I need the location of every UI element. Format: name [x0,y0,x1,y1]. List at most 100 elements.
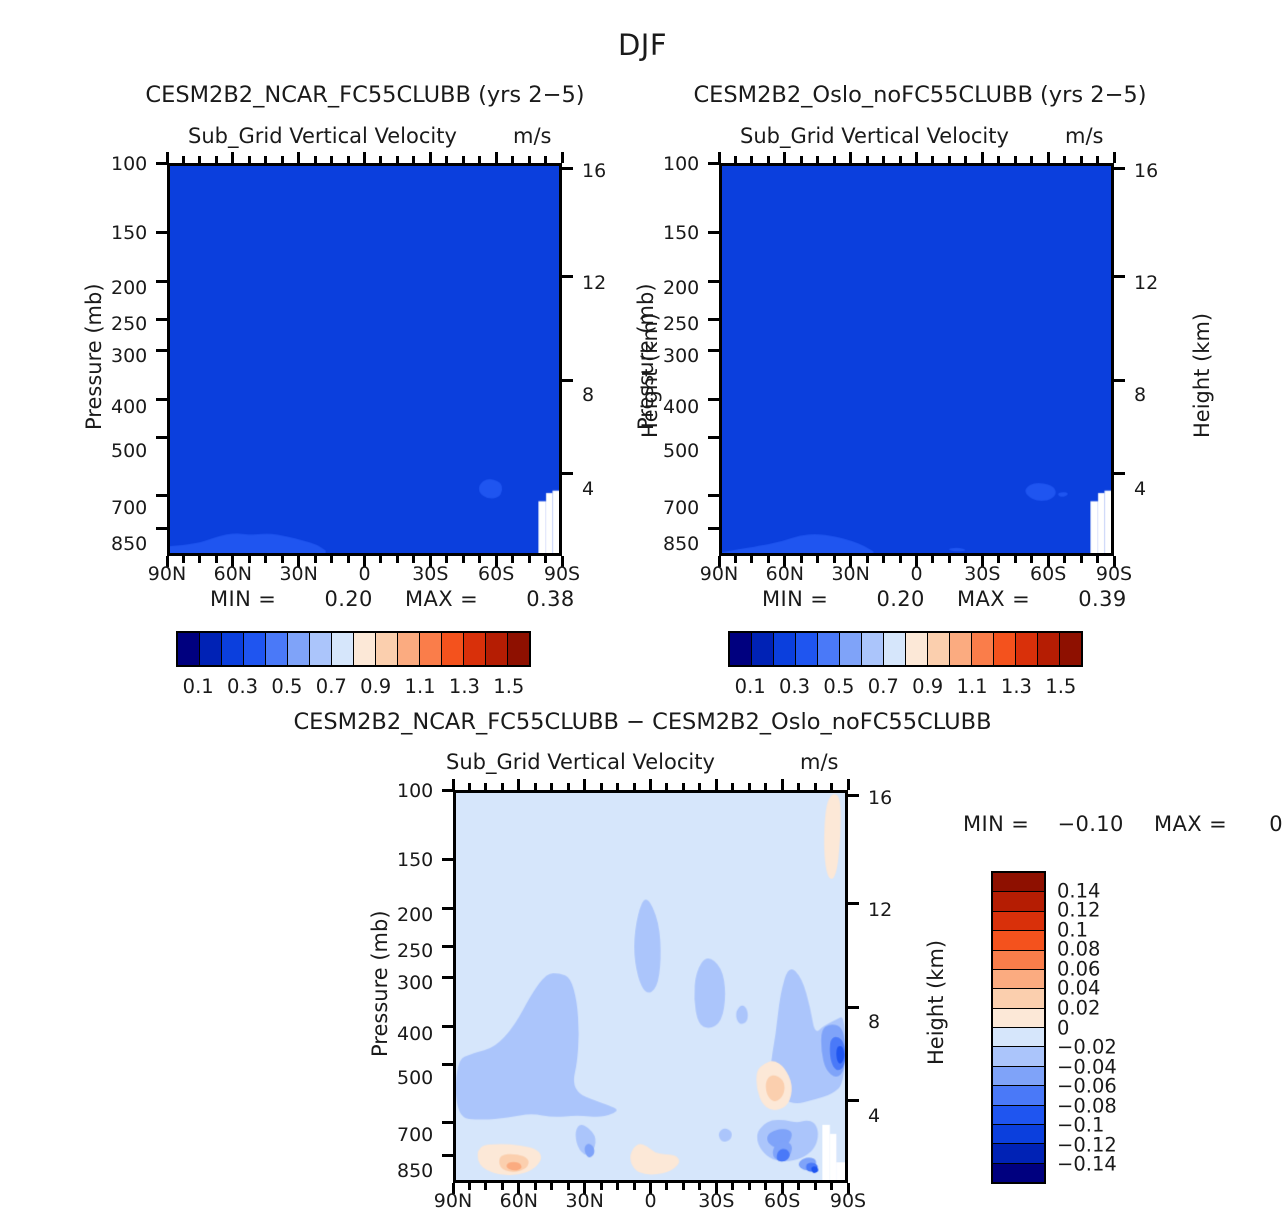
xtick-minor-top [280,156,284,163]
colorbar-labels-bottom: 0.14 0.12 0.1 0.08 0.06 0.04 0.02 0 −0.02 −0.04 −0… [1057,871,1177,1184]
panel-variable-top-right: Sub_Grid Vertical Velocity [740,124,1009,148]
ytick-height-16-bottom: 16 [868,787,893,809]
yaxis-title-pressure-bottom: Pressure (mb) [368,910,392,1057]
xtick-major-bottom [1046,556,1050,567]
xtick-major-bottom [980,556,984,567]
xtick-major-top [363,152,366,163]
ytick-height-12-bottom: 12 [868,899,893,921]
panel-variable-top-left: Sub_Grid Vertical Velocity [188,124,457,148]
colorbar-tick-label: −0.04 [1057,1055,1117,1079]
xtick-major-bottom [494,556,498,567]
panel-units-top-left: m/s [513,124,552,148]
colorbar-cell [796,633,818,665]
xtick-major-top [1112,152,1116,163]
xtick-major-top [783,152,787,163]
xtick-major-top [231,152,235,163]
ytick-height [1114,166,1125,170]
max-value-top-left: 0.38 [526,587,575,611]
colorbar-cell [774,633,796,665]
xtick-major-top [649,779,652,790]
colorbar-cell [818,633,840,665]
colorbar-tick-label: 0.3 [227,675,259,698]
xtick-minor-top [544,156,548,163]
ytick-pressure-250: 250 [111,313,148,335]
ytick-pressure [156,161,167,165]
xtick-minor-top [964,156,968,163]
ytick-pressure-100: 100 [111,153,148,175]
xtick-minor-bottom [181,556,185,563]
yaxis-title-height-bottom: Height (km) [924,939,948,1065]
xtick-minor-bottom [766,556,770,563]
xtick-major-top [451,779,455,790]
ytick-pressure-300-bottom: 300 [397,972,434,994]
xtick-minor-top [214,156,218,163]
xtick-major-top [517,779,521,790]
ytick-pressure [708,526,719,530]
max-value-top-right: 0.39 [1078,587,1127,611]
colorbar-cell [310,633,332,665]
xtick-minor-top [566,783,570,790]
xtick-minor-top [264,156,268,163]
xtick-minor-bottom [813,1183,817,1190]
xtick-minor-bottom [599,1183,603,1190]
xtick-label: 60N [213,563,253,585]
xtick-minor-top [813,783,817,790]
xtick-label: 30S [964,563,1001,585]
ytick-height-4-bottom: 4 [868,1105,881,1127]
yaxis-title-pressure-right-panel: Pressure (mb) [634,283,658,430]
ytick-pressure-150-right-panel: 150 [663,222,700,244]
xtick-major-bottom [783,556,787,567]
ytick-pressure-400-bottom: 400 [397,1023,434,1045]
ytick-height-4-left-panel: 4 [582,478,595,500]
xtick-minor-bottom [467,1183,471,1190]
xtick-minor-bottom [764,1183,768,1190]
colorbar-tick-label: 0.06 [1057,957,1101,981]
colorbar-cell [486,633,508,665]
xtick-major-top [494,152,498,163]
xtick-major-top [297,152,301,163]
colorbar-bottom-difference [991,871,1046,1184]
xtick-minor-bottom [330,556,334,563]
ytick-pressure-400: 400 [111,396,148,418]
ytick-pressure-500-bottom: 500 [397,1067,434,1089]
xtick-minor-bottom [632,1183,636,1190]
xtick-minor-bottom [698,1183,702,1190]
xtick-label: 0 [644,1190,657,1212]
xtick-label: 0 [910,563,923,585]
colorbar-tick-label: 0.9 [360,675,392,698]
colorbar-cell [993,989,1044,1009]
xtick-minor-top [733,156,737,163]
ytick-height [848,793,859,797]
ytick-pressure-300: 300 [111,345,148,367]
colorbar-cell [1038,633,1060,665]
xtick-minor-top [799,156,803,163]
colorbar-cell [884,633,906,665]
xtick-minor-bottom [445,556,449,563]
colorbar-tick-label: 1.3 [448,675,480,698]
colorbar-cell [354,633,376,665]
colorbar-cell [993,950,1044,970]
xtick-major-bottom [231,556,235,567]
xtick-major-bottom [363,556,366,567]
xtick-minor-top [681,783,685,790]
ytick-height [562,274,573,278]
xtick-minor-bottom [997,556,1001,563]
xtick-minor-bottom [484,1183,488,1190]
colorbar-cell [906,633,928,665]
colorbar-tick-label: 0.04 [1057,976,1101,1000]
xtick-label: 90N [699,563,739,585]
xtick-minor-bottom [566,1183,570,1190]
min-value-top-left: 0.20 [324,587,373,611]
xtick-label: 90S [1095,563,1133,585]
xtick-major-bottom [849,556,853,567]
xtick-minor-top [665,783,669,790]
ytick-pressure-200: 200 [111,277,148,299]
colorbar-cell [288,633,310,665]
ytick-height [848,1005,859,1009]
colorbar-cell [244,633,266,665]
colorbar-tick-label: 0.12 [1057,898,1101,922]
ytick-pressure [708,493,719,497]
ytick-pressure-100-bottom: 100 [397,780,434,802]
ytick-pressure [442,1120,453,1124]
ytick-pressure [156,317,167,321]
